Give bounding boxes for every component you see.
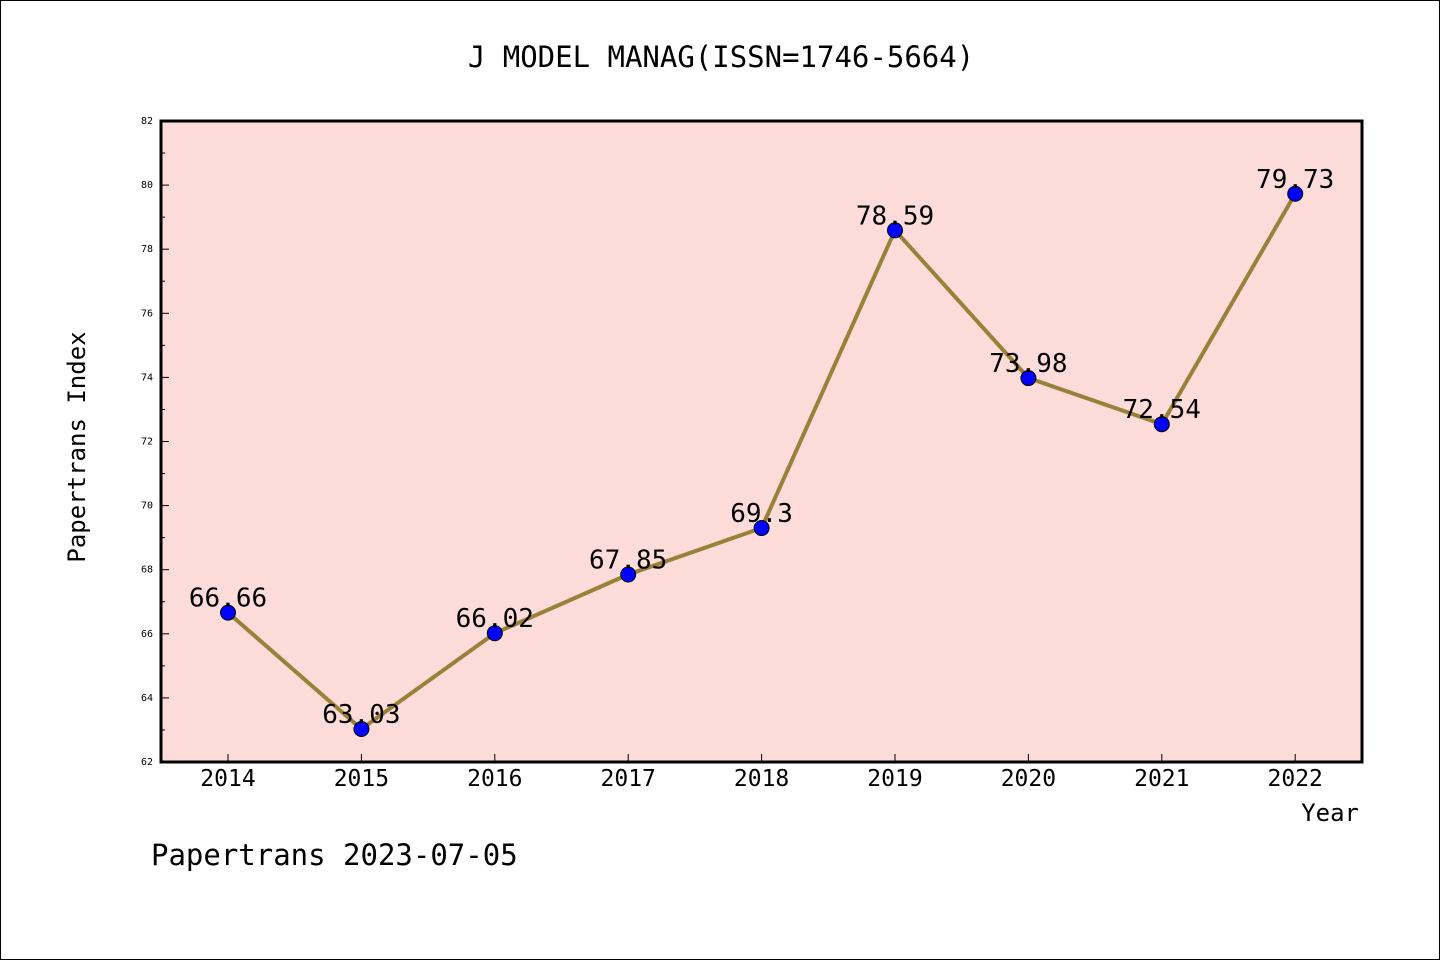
data-label: 73.98 [989, 349, 1067, 379]
data-label: 66.02 [456, 604, 534, 634]
data-label: 69.3 [730, 499, 793, 529]
footer-credit: Papertrans 2023-07-05 [151, 838, 518, 872]
data-point-marker [753, 520, 770, 537]
x-tick-label: 2019 [867, 766, 922, 792]
x-tick-label: 2020 [1001, 766, 1056, 792]
data-label: 66.66 [189, 584, 267, 614]
x-tick-label: 2014 [200, 766, 255, 792]
data-point-marker [220, 604, 236, 621]
y-axis-label: Papertrans Index [63, 331, 91, 562]
data-labels: 66.66 63.03 66.02 67.85 69.3 78.59 73.98 72.54 7… [189, 165, 1334, 730]
data-point-marker [1153, 416, 1170, 433]
y-tick-label: 68 [141, 565, 153, 576]
x-tick-label: 2017 [601, 766, 656, 792]
y-tick-label: 76 [141, 308, 153, 319]
y-tick-label: 78 [141, 244, 153, 255]
data-point-marker [486, 625, 503, 642]
y-tick-label: 64 [141, 693, 153, 704]
data-point-marker [887, 222, 903, 239]
x-tick-label: 2016 [467, 766, 522, 792]
data-point-marker [353, 720, 370, 737]
data-label: 63.03 [322, 700, 400, 730]
y-tick-label: 82 [141, 116, 153, 127]
y-tick-label: 70 [141, 501, 153, 512]
data-label: 67.85 [589, 546, 667, 576]
plot-area [161, 121, 1362, 762]
data-point-marker [620, 566, 637, 583]
y-tick-label: 62 [141, 757, 153, 768]
y-tick-label: 80 [141, 180, 153, 191]
y-tick-label: 72 [141, 437, 153, 448]
x-tick-label: 2018 [734, 766, 789, 792]
chart-title: J MODEL MANAG(ISSN=1746-5664) [468, 40, 974, 74]
x-tick-label: 2022 [1268, 766, 1323, 792]
data-point-marker [1020, 370, 1037, 387]
x-tick-label: 2015 [334, 766, 389, 792]
data-label: 79.73 [1256, 165, 1334, 195]
y-tick-label: 66 [141, 629, 153, 640]
data-label: 78.59 [856, 201, 934, 231]
data-point-marker [1287, 185, 1304, 202]
x-axis-ticks: 2014 2015 2016 2017 2018 2019 2020 2021 2022 [200, 754, 1323, 792]
y-tick-label: 74 [141, 372, 153, 383]
x-tick-label: 2021 [1134, 766, 1189, 792]
plot-border [159, 119, 1364, 764]
y-axis-ticks: 62 64 66 68 70 72 74 76 78 80 82 [141, 116, 169, 768]
series-markers [220, 185, 1304, 737]
x-axis-label: Year [1301, 799, 1359, 827]
data-label: 72.54 [1123, 395, 1201, 425]
